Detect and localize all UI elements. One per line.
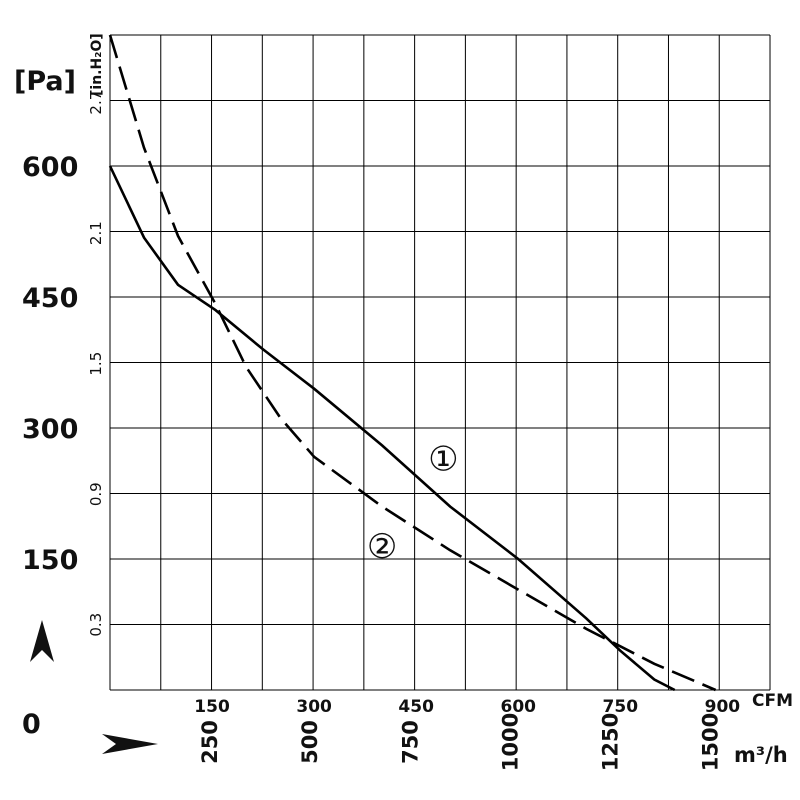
y-tick-label-pa: 150 xyxy=(22,545,78,576)
performance-curve-1 xyxy=(108,165,676,692)
y-tick-label-pa: 450 xyxy=(22,283,78,314)
performance-curves xyxy=(108,34,717,692)
x-axis-cfm-ticks: 150 300 450 600 750 900 xyxy=(194,697,740,717)
y-axis-pa-ticks: 150 300 450 600 xyxy=(22,152,78,576)
x-tick-label-cfm: 900 xyxy=(705,697,741,717)
x-tick-label-m3h: 1500 xyxy=(699,713,723,771)
y-axis-pa-unit: [Pa] xyxy=(14,66,76,97)
y-axis-arrow-icon xyxy=(30,620,54,662)
x-axis-cfm-unit: CFM xyxy=(752,691,793,711)
y-tick-label-pa: 600 xyxy=(22,152,78,183)
y-axis-inh2o-ticks: 0.3 0.9 1.5 2.1 2.7 xyxy=(87,91,105,637)
curve-marker-2: ② xyxy=(367,527,397,567)
x-tick-label-cfm: 450 xyxy=(398,697,434,717)
y-tick-label-inh2o: 2.7 xyxy=(87,91,105,115)
y-tick-label-inh2o: 2.1 xyxy=(87,221,105,245)
x-tick-label-m3h: 1250 xyxy=(599,713,623,771)
x-tick-label-cfm: 300 xyxy=(296,697,332,717)
x-axis-m3h-unit: m³/h xyxy=(734,743,788,767)
curve-markers: ①② xyxy=(367,440,459,567)
y-tick-label-inh2o: 1.5 xyxy=(87,352,105,376)
y-tick-label-pa: 300 xyxy=(22,414,78,445)
y-tick-label-inh2o: 0.3 xyxy=(87,613,105,637)
x-tick-label-m3h: 250 xyxy=(198,720,222,764)
performance-curve-2 xyxy=(108,34,717,692)
x-tick-label-m3h: 750 xyxy=(398,720,422,764)
y-tick-label-inh2o: 0.9 xyxy=(87,482,105,506)
origin-label: 0 xyxy=(22,709,41,740)
x-axis-arrow-icon xyxy=(102,734,158,754)
x-tick-label-cfm: 750 xyxy=(603,697,639,717)
x-tick-label-m3h: 500 xyxy=(298,720,322,764)
x-tick-label-cfm: 150 xyxy=(194,697,230,717)
curve-marker-1: ① xyxy=(428,440,458,480)
y-axis-inh2o-unit: [in.H₂O] xyxy=(89,33,105,96)
x-tick-label-m3h: 1000 xyxy=(498,713,522,771)
x-axis-m3h-ticks: 250 500 750 1000 1250 1500 xyxy=(198,713,723,771)
x-tick-label-cfm: 600 xyxy=(500,697,536,717)
chart-grid xyxy=(109,34,771,691)
